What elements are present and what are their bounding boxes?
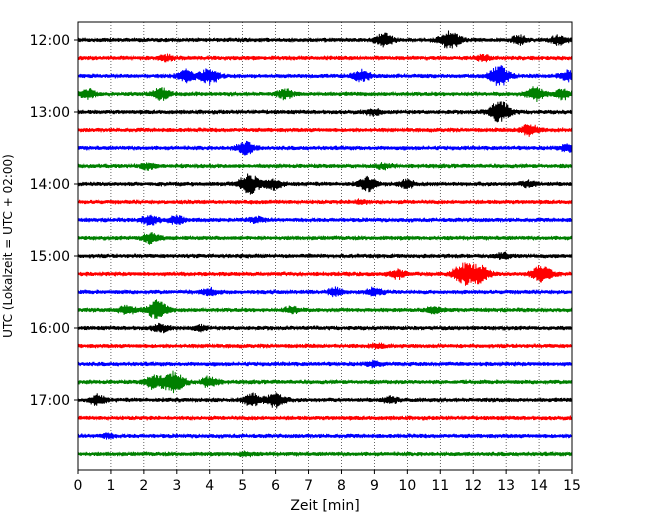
y-tick-label: 15:00 <box>30 249 70 265</box>
x-tick-label: 7 <box>304 478 313 494</box>
x-tick-label: 13 <box>497 478 515 494</box>
trace-line <box>77 370 573 394</box>
plot-frame <box>77 21 573 471</box>
trace-line <box>77 286 573 298</box>
x-tick-label: 14 <box>530 478 548 494</box>
x-tick-label: 11 <box>431 478 449 494</box>
trace-line <box>77 123 573 137</box>
x-tick-label: 15 <box>563 478 581 494</box>
trace-line <box>77 101 573 123</box>
x-axis-label: Zeit [min] <box>290 498 359 514</box>
y-tick-label: 17:00 <box>30 393 70 409</box>
y-tick-label: 16:00 <box>30 321 70 337</box>
trace-line <box>77 342 573 350</box>
trace-line <box>77 299 573 320</box>
trace-line <box>77 432 573 440</box>
trace-line <box>77 173 573 195</box>
trace-line <box>77 30 573 49</box>
x-tick-label: 5 <box>238 478 247 494</box>
trace-line <box>77 65 573 86</box>
x-tick-label: 6 <box>271 478 280 494</box>
trace-line <box>77 414 573 422</box>
y-tick-label: 14:00 <box>30 177 70 193</box>
y-axis: 12:00 13:00 14:00 15:00 16:00 17:00 <box>30 33 78 409</box>
trace-line <box>77 232 573 245</box>
trace-line <box>77 198 573 206</box>
trace-line <box>77 214 573 226</box>
trace-line <box>77 359 573 369</box>
x-tick-label: 2 <box>139 478 148 494</box>
x-axis: 0 1 2 3 4 5 6 7 8 9 10 11 12 13 14 15 <box>74 470 581 494</box>
x-tick-label: 4 <box>205 478 214 494</box>
trace-line <box>77 53 573 63</box>
y-tick-label: 12:00 <box>30 33 70 49</box>
x-tick-label: 1 <box>106 478 115 494</box>
x-tick-label: 0 <box>74 478 83 494</box>
x-tick-label: 12 <box>464 478 482 494</box>
y-axis-label: UTC (Lokalzeit = UTC + 02:00) <box>1 154 15 338</box>
trace-line <box>77 140 573 156</box>
x-tick-label: 10 <box>398 478 416 494</box>
x-tick-label: 3 <box>172 478 181 494</box>
trace-line <box>77 392 573 409</box>
trace-line <box>77 322 573 334</box>
trace-line <box>77 262 573 286</box>
trace-group <box>77 30 573 458</box>
x-tick-label: 8 <box>337 478 346 494</box>
y-tick-label: 13:00 <box>30 105 70 121</box>
trace-line <box>77 450 573 458</box>
trace-line <box>77 162 573 171</box>
x-tick-label: 9 <box>370 478 379 494</box>
trace-line <box>77 251 573 260</box>
trace-line <box>77 86 573 103</box>
grid-lines <box>110 22 540 470</box>
